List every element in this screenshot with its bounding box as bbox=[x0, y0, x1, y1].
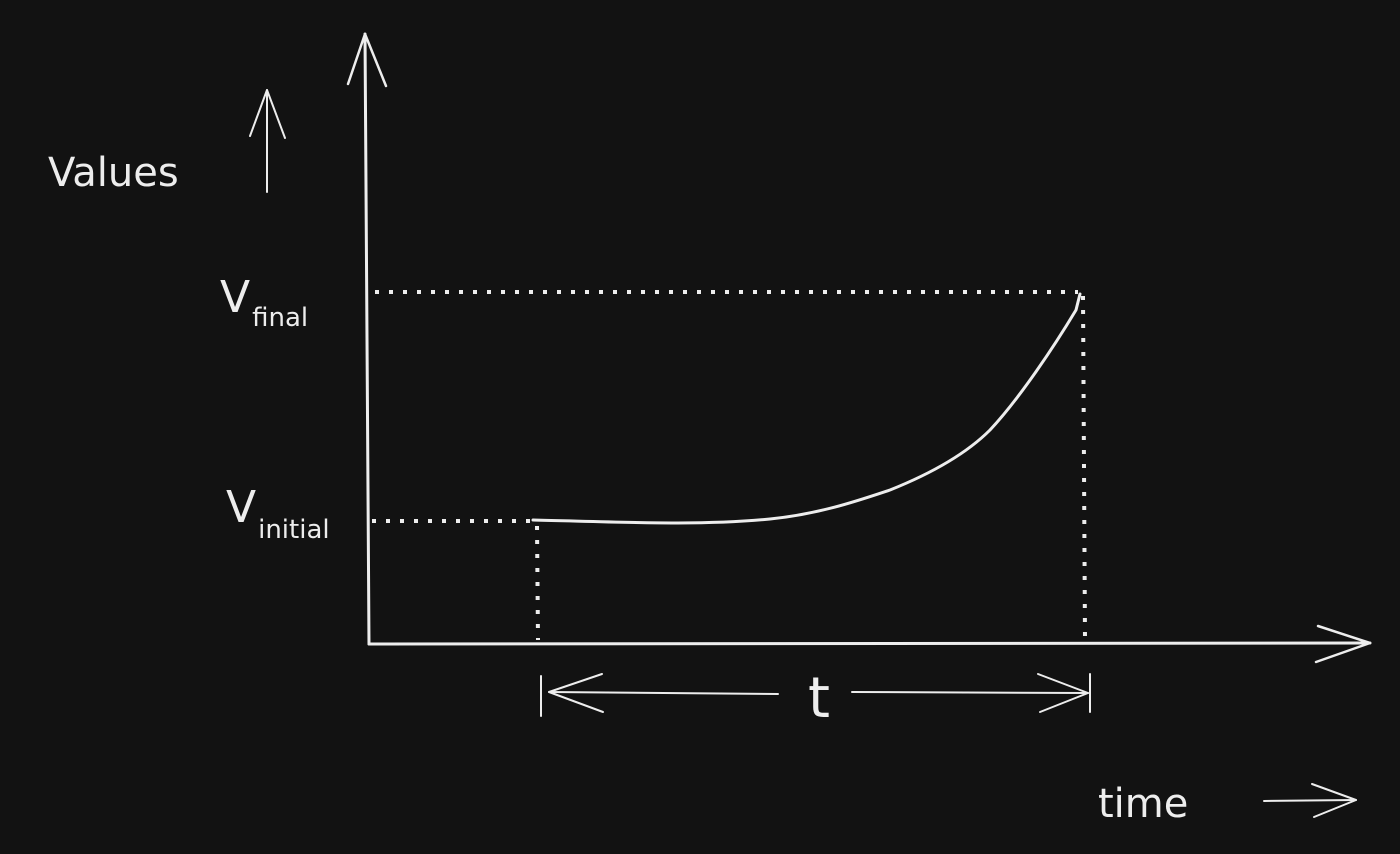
v-initial-label: Vinitial bbox=[226, 482, 330, 545]
time-right-arrow-icon bbox=[1263, 783, 1357, 818]
growth-curve bbox=[531, 292, 1082, 525]
v-final-main: V bbox=[220, 272, 250, 323]
duration-left-arrowhead bbox=[548, 673, 604, 713]
v-final-sub: final bbox=[252, 303, 308, 333]
duration-right-arrowhead bbox=[1037, 673, 1089, 713]
v-initial-sub: initial bbox=[258, 515, 330, 545]
x-axis bbox=[367, 624, 1372, 664]
x-axis-arrowhead bbox=[1314, 624, 1372, 664]
y-axis-arrowhead bbox=[346, 32, 388, 88]
start-time-guide-line bbox=[535, 525, 540, 641]
duration-label: t bbox=[808, 666, 830, 731]
duration-right-line bbox=[851, 691, 1089, 694]
duration-left-line bbox=[548, 691, 779, 695]
y-axis-label: Values bbox=[48, 150, 179, 196]
v-final-label: Vfinal bbox=[220, 272, 308, 333]
end-time-guide-line bbox=[1081, 295, 1087, 641]
duration-bracket bbox=[540, 673, 1091, 717]
y-axis bbox=[346, 32, 388, 646]
v-initial-main: V bbox=[226, 482, 256, 533]
values-up-arrow-icon bbox=[249, 89, 286, 193]
x-axis-label: time bbox=[1098, 781, 1188, 827]
